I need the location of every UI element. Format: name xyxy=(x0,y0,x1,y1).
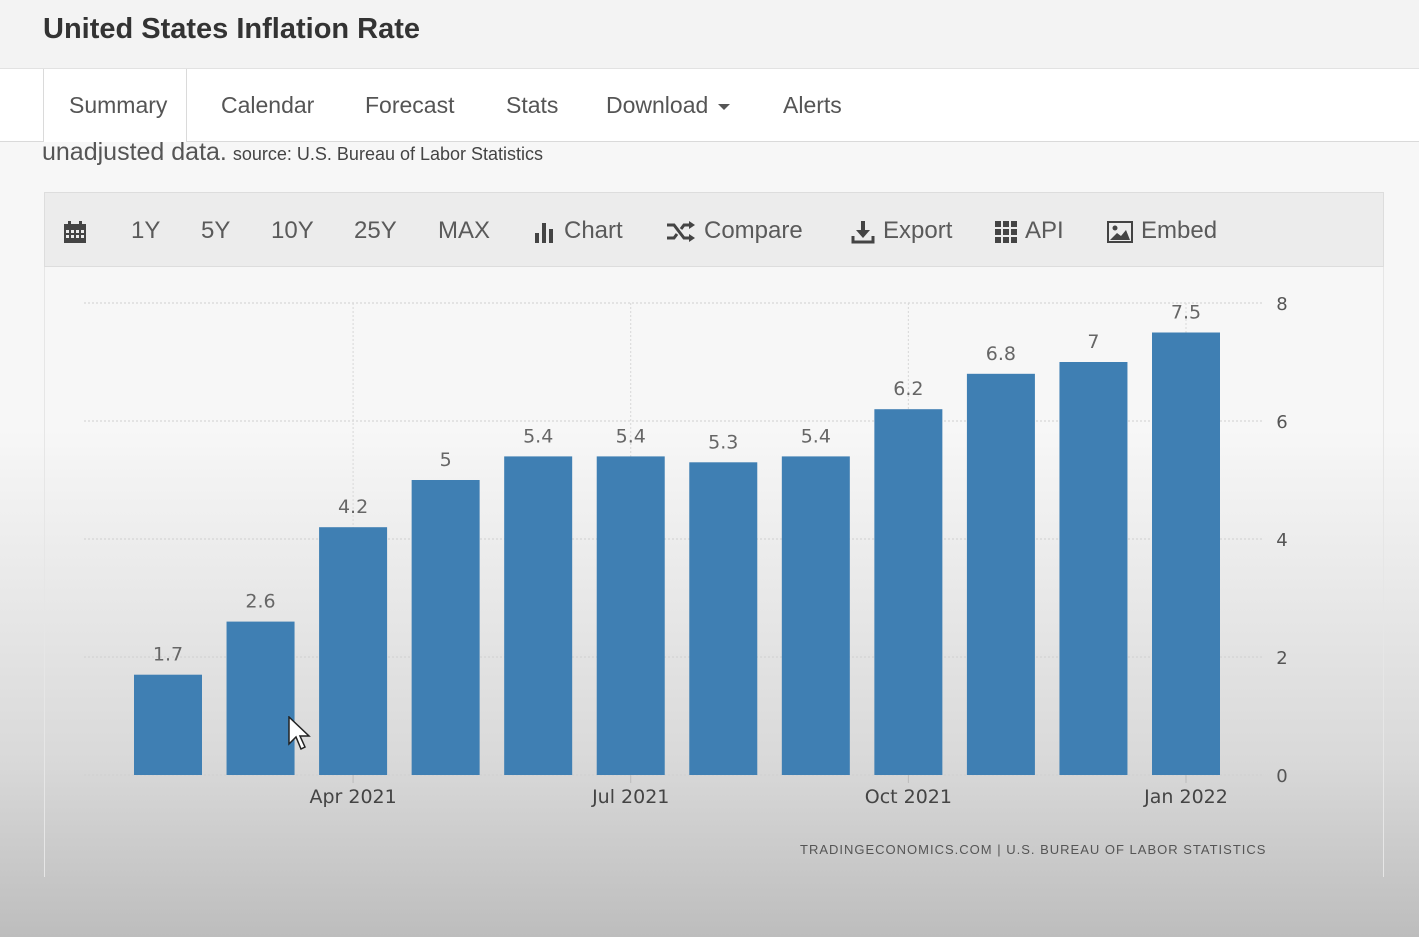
bar xyxy=(1152,332,1220,775)
chart-label: Chart xyxy=(564,217,623,244)
grid-icon xyxy=(995,220,1017,243)
export-label: Export xyxy=(883,217,953,244)
header-bar: United States Inflation Rate xyxy=(0,0,1419,69)
api-label: API xyxy=(1025,217,1064,244)
source-text: source: U.S. Bureau of Labor Statistics xyxy=(232,144,544,164)
x-tick-label: Jan 2022 xyxy=(1143,786,1228,808)
compare-button[interactable]: Compare xyxy=(666,193,803,268)
tab-alerts[interactable]: Alerts xyxy=(783,92,842,118)
x-tick-label: Apr 2021 xyxy=(309,786,396,808)
bar xyxy=(966,373,1035,775)
y-tick-label: 6 xyxy=(1276,412,1287,433)
range-25y-button[interactable]: 25Y xyxy=(354,217,397,244)
range-1y-button[interactable]: 1Y xyxy=(131,217,161,244)
bar xyxy=(874,409,943,775)
source-lead: unadjusted data. xyxy=(42,138,227,166)
bar-value-label: 5.3 xyxy=(708,431,738,453)
bar xyxy=(1059,362,1128,775)
tab-stats[interactable]: Stats xyxy=(506,92,559,118)
bar-value-label: 4.2 xyxy=(338,496,368,518)
download-icon xyxy=(851,220,875,244)
y-tick-label: 4 xyxy=(1276,530,1287,551)
tab-download-label: Download xyxy=(606,92,709,118)
x-tick-label: Jul 2021 xyxy=(591,786,669,808)
bar-value-label: 5.4 xyxy=(523,425,553,447)
image-icon xyxy=(1107,220,1133,243)
bar-value-label: 1.7 xyxy=(153,644,183,666)
compare-label: Compare xyxy=(704,217,803,244)
bar-value-label: 2.6 xyxy=(245,591,275,613)
bar xyxy=(596,456,665,775)
tab-download[interactable]: Download xyxy=(606,69,731,141)
shuffle-icon xyxy=(666,220,696,243)
calendar-icon xyxy=(63,220,87,244)
bar-value-label: 6.8 xyxy=(986,343,1016,365)
api-button[interactable]: API xyxy=(995,193,1064,268)
bar-value-label: 5.4 xyxy=(616,425,646,447)
bar xyxy=(319,527,388,775)
embed-button[interactable]: Embed xyxy=(1107,193,1217,268)
tab-summary[interactable]: Summary xyxy=(43,69,188,142)
range-5y-button[interactable]: 5Y xyxy=(201,217,231,244)
bar-value-label: 5.4 xyxy=(801,425,831,447)
tab-bar: Summary Calendar Forecast Stats Download… xyxy=(0,69,1419,142)
chart-credit: TRADINGECONOMICS.COM | U.S. BUREAU OF LA… xyxy=(800,842,1267,857)
bar xyxy=(504,456,573,775)
bar xyxy=(226,621,295,775)
y-tick-label: 2 xyxy=(1276,648,1287,669)
chart-toolbar: 1Y 5Y 10Y 25Y MAX Chart Compare xyxy=(44,192,1384,267)
range-max-button[interactable]: MAX xyxy=(438,217,491,244)
bar-value-label: 5 xyxy=(440,449,452,471)
bar-chart-icon xyxy=(534,221,556,243)
page-title: United States Inflation Rate xyxy=(43,13,421,45)
bar xyxy=(689,462,758,775)
embed-label: Embed xyxy=(1141,217,1218,244)
x-tick-label: Oct 2021 xyxy=(865,786,952,808)
range-10y-button[interactable]: 10Y xyxy=(271,217,314,244)
chart-panel xyxy=(44,267,1384,877)
y-tick-label: 0 xyxy=(1276,766,1287,787)
tab-calendar[interactable]: Calendar xyxy=(221,92,315,118)
calendar-button[interactable] xyxy=(63,193,95,268)
bar-value-label: 7.5 xyxy=(1171,302,1201,324)
mouse-cursor-icon xyxy=(288,715,312,757)
bar xyxy=(411,480,480,775)
chart-button[interactable]: Chart xyxy=(534,193,623,268)
y-tick-label: 8 xyxy=(1276,294,1287,315)
bar-value-label: 6.2 xyxy=(893,378,923,400)
tab-forecast[interactable]: Forecast xyxy=(365,92,455,118)
export-button[interactable]: Export xyxy=(851,193,952,268)
source-line: unadjusted data. source: U.S. Bureau of L… xyxy=(42,138,543,167)
bar-value-label: 7 xyxy=(1087,331,1099,353)
bar xyxy=(134,674,202,775)
caret-down-icon xyxy=(718,103,731,110)
bar xyxy=(781,456,850,775)
